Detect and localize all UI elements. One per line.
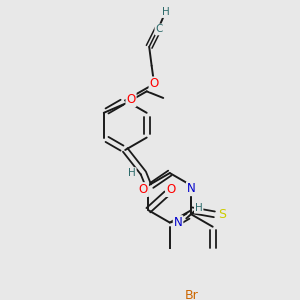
Text: O: O (139, 183, 148, 196)
Text: O: O (149, 77, 159, 90)
Text: S: S (219, 208, 226, 221)
Text: N: N (174, 216, 182, 229)
Text: O: O (126, 93, 136, 106)
Text: C: C (155, 25, 163, 34)
Text: O: O (166, 183, 175, 196)
Text: H: H (162, 7, 170, 17)
Text: Br: Br (184, 289, 198, 300)
Text: N: N (187, 182, 196, 195)
Text: H: H (128, 168, 136, 178)
Text: H: H (195, 203, 203, 213)
